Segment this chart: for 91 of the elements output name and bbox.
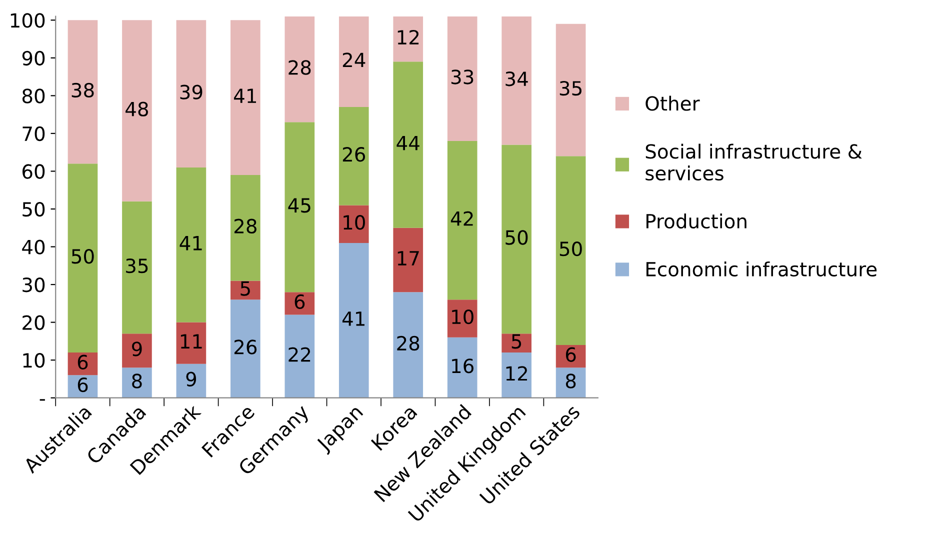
data-label: 42 [450, 211, 473, 226]
data-label: 9 [132, 342, 142, 356]
bar [176, 167, 206, 322]
bar [393, 62, 424, 228]
bar [338, 107, 369, 206]
data-label: 28 [288, 60, 311, 75]
data-label: 35 [126, 258, 148, 274]
bar [68, 20, 98, 164]
data-label: 8 [566, 374, 576, 388]
y-tick-label: 80 [22, 88, 45, 104]
data-label: 5 [240, 281, 250, 296]
data-label: 35 [560, 80, 582, 96]
bar [556, 24, 586, 156]
bar [393, 228, 424, 292]
bar [556, 368, 586, 398]
bar [338, 205, 369, 243]
y-tick-label: 70 [22, 126, 45, 142]
bar [284, 122, 315, 292]
y-tick-label: 10 [23, 353, 45, 368]
bar [447, 141, 478, 300]
y-tick-label: 20 [22, 315, 45, 330]
bar [68, 164, 98, 353]
data-label: 48 [126, 102, 148, 116]
data-label: 50 [72, 249, 94, 264]
bar [122, 201, 152, 334]
y-tick-label: 100 [10, 13, 45, 28]
bar [230, 300, 260, 398]
data-label: 41 [180, 236, 202, 250]
data-label: 6 [78, 377, 88, 392]
bar [176, 20, 206, 168]
bar [176, 364, 206, 398]
data-label: 34 [506, 71, 528, 86]
bar [230, 174, 260, 281]
y-tick-label: 30 [22, 277, 45, 292]
data-label: 6 [78, 354, 88, 370]
bar [393, 292, 424, 398]
bar [176, 322, 206, 364]
legend-label: Production [646, 213, 746, 229]
legend-label: Economic infrastructure [646, 261, 877, 277]
data-label: 50 [506, 230, 528, 245]
bar [393, 16, 424, 62]
bar [502, 334, 532, 353]
legend-label: Social infrastructure & services [646, 144, 862, 181]
data-label: 5 [512, 334, 522, 349]
bar [122, 334, 152, 368]
bar [284, 16, 315, 122]
data-label: 10 [344, 215, 365, 230]
data-label: 12 [506, 366, 527, 381]
y-tick-label: 50 [22, 202, 45, 217]
bar [556, 156, 586, 345]
y-tick-label: - [40, 399, 45, 401]
data-label: 50 [560, 241, 582, 256]
data-label: 9 [186, 372, 196, 386]
y-tick-label: 60 [22, 164, 45, 179]
bar [502, 16, 532, 145]
data-label: 8 [132, 374, 142, 388]
data-label: 26 [234, 340, 257, 354]
bar [122, 368, 152, 398]
bar [502, 352, 532, 398]
legend-label: Other [646, 96, 700, 111]
data-label: 10 [452, 309, 474, 324]
bar [284, 314, 315, 398]
data-label: 38 [72, 82, 94, 98]
bar [447, 16, 478, 141]
y-tick-label: 90 [22, 50, 45, 66]
data-label: 24 [342, 52, 366, 68]
data-label: 28 [234, 218, 256, 234]
data-label: 22 [288, 347, 310, 362]
data-label: 39 [180, 84, 202, 100]
bar [447, 337, 478, 398]
data-label: 41 [234, 88, 256, 103]
data-label: 6 [294, 294, 305, 310]
bar [230, 20, 260, 175]
bar [502, 144, 532, 334]
data-label: 41 [342, 312, 364, 326]
y-tick-label: 40 [22, 240, 45, 254]
data-label: 6 [566, 347, 576, 362]
data-label: 26 [342, 147, 366, 162]
data-label: 44 [396, 136, 420, 150]
data-label: 12 [398, 30, 419, 44]
bar [338, 242, 369, 398]
bar [122, 20, 152, 202]
bar [338, 16, 369, 108]
data-label: 33 [451, 70, 474, 84]
data-label: 17 [398, 251, 419, 266]
data-label: 11 [180, 334, 202, 348]
bar [447, 300, 478, 338]
data-label: 16 [452, 358, 474, 374]
data-label: 28 [397, 336, 420, 351]
data-label: 45 [288, 198, 310, 213]
bar [284, 292, 315, 315]
